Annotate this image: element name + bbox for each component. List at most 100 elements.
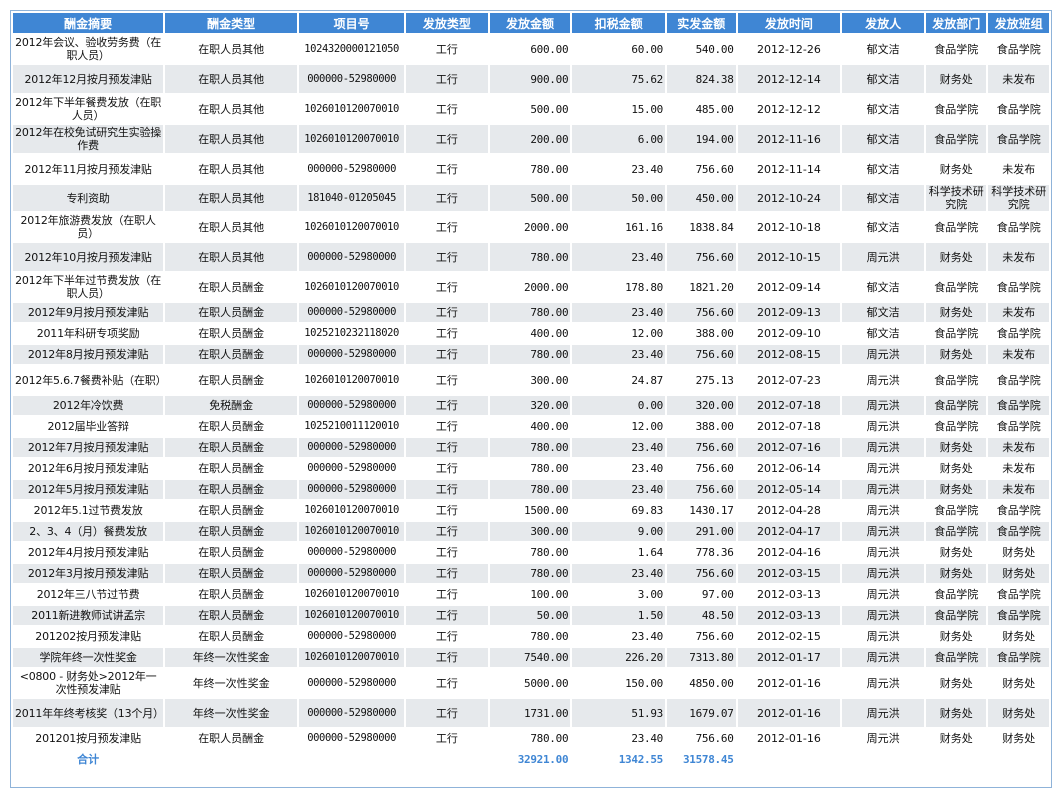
cell-tax: 12.00 [572, 417, 665, 436]
cell-method: 工行 [406, 125, 488, 153]
cell-method: 工行 [406, 243, 488, 271]
cell-project: 1026010120070010 [299, 213, 405, 241]
totals-empty-cell [406, 750, 488, 768]
cell-method: 工行 [406, 345, 488, 364]
cell-dept: 食品学院 [925, 585, 987, 604]
cell-issuer: 郁文洁 [842, 155, 924, 183]
cell-type: 在职人员酬金 [165, 627, 298, 646]
cell-summary: 2012年下半年过节费发放（在职人员） [13, 273, 164, 301]
cell-type: 在职人员其他 [165, 95, 298, 123]
cell-amount: 500.00 [489, 95, 571, 123]
cell-issuer: 周元洪 [842, 438, 924, 457]
cell-group: 食品学院 [988, 606, 1049, 625]
cell-dept: 食品学院 [925, 648, 987, 667]
table-row: 2012年下半年餐费发放（在职人员） 在职人员其他 1026010120070010… [13, 95, 1049, 123]
cell-project: 000000-52980000 [299, 303, 405, 322]
cell-type: 在职人员酬金 [165, 543, 298, 562]
cell-group: 食品学院 [988, 35, 1049, 63]
cell-project: 000000-52980000 [299, 564, 405, 583]
col-group-header: 发放班组 [988, 13, 1049, 33]
cell-summary: 201202按月预发津贴 [13, 627, 164, 646]
cell-tax: 23.40 [572, 627, 665, 646]
cell-date: 2012-01-16 [737, 669, 841, 697]
cell-group: 财务处 [988, 699, 1049, 727]
totals-empty-cell [165, 750, 298, 768]
totals-empty-cell [299, 750, 405, 768]
cell-group: 未发布 [988, 65, 1049, 93]
cell-amount: 900.00 [489, 65, 571, 93]
cell-net: 7313.80 [667, 648, 736, 667]
table-row: 2012年4月按月预发津贴 在职人员酬金 000000-52980000 工行 780.… [13, 543, 1049, 562]
cell-project: 1026010120070010 [299, 648, 405, 667]
table-row: 专利资助 在职人员其他 181040-01205045 工行 500.00 50.00 45… [13, 185, 1049, 211]
cell-tax: 23.40 [572, 480, 665, 499]
cell-type: 年终一次性奖金 [165, 648, 298, 667]
cell-group: 未发布 [988, 345, 1049, 364]
cell-date: 2012-04-16 [737, 543, 841, 562]
cell-project: 000000-52980000 [299, 480, 405, 499]
cell-type: 在职人员其他 [165, 185, 298, 211]
cell-net: 320.00 [667, 396, 736, 415]
cell-group: 未发布 [988, 459, 1049, 478]
cell-tax: 23.40 [572, 459, 665, 478]
cell-type: 在职人员酬金 [165, 480, 298, 499]
cell-net: 756.60 [667, 155, 736, 183]
cell-net: 291.00 [667, 522, 736, 541]
cell-type: 在职人员酬金 [165, 729, 298, 748]
cell-date: 2012-03-13 [737, 606, 841, 625]
cell-issuer: 周元洪 [842, 366, 924, 394]
cell-summary: 2、3、4（月）餐费发放 [13, 522, 164, 541]
cell-issuer: 周元洪 [842, 669, 924, 697]
table-row: 201201按月预发津贴 在职人员酬金 000000-52980000 工行 780.0… [13, 729, 1049, 748]
cell-group: 食品学院 [988, 648, 1049, 667]
cell-amount: 200.00 [489, 125, 571, 153]
cell-project: 1026010120070010 [299, 522, 405, 541]
cell-dept: 财务处 [925, 303, 987, 322]
cell-net: 756.60 [667, 480, 736, 499]
cell-tax: 50.00 [572, 185, 665, 211]
totals-net: 31578.45 [667, 750, 736, 768]
cell-amount: 780.00 [489, 543, 571, 562]
cell-date: 2012-07-18 [737, 417, 841, 436]
table-row: 2012年5.1过节费发放 在职人员酬金 1026010120070010 工行 150… [13, 501, 1049, 520]
cell-date: 2012-01-16 [737, 699, 841, 727]
cell-project: 1026010120070010 [299, 501, 405, 520]
cell-date: 2012-11-16 [737, 125, 841, 153]
cell-summary: 2011年年终考核奖（13个月） [13, 699, 164, 727]
table-row: 2012届毕业答辩 在职人员酬金 1025210011120010 工行 400.00 1… [13, 417, 1049, 436]
col-method-header: 发放类型 [406, 13, 488, 33]
totals-tax: 1342.55 [572, 750, 665, 768]
cell-tax: 12.00 [572, 324, 665, 343]
cell-method: 工行 [406, 95, 488, 123]
cell-summary: 2012年3月按月预发津贴 [13, 564, 164, 583]
cell-dept: 财务处 [925, 699, 987, 727]
cell-amount: 1731.00 [489, 699, 571, 727]
cell-net: 756.60 [667, 564, 736, 583]
cell-date: 2012-04-17 [737, 522, 841, 541]
cell-dept: 财务处 [925, 627, 987, 646]
cell-group: 食品学院 [988, 501, 1049, 520]
cell-group: 未发布 [988, 438, 1049, 457]
table-header-row: 酬金摘要 酬金类型 项目号 发放类型 发放金额 扣税金额 实发金额 发放时间 发… [13, 13, 1049, 33]
cell-issuer: 周元洪 [842, 243, 924, 271]
cell-tax: 226.20 [572, 648, 665, 667]
cell-tax: 15.00 [572, 95, 665, 123]
cell-dept: 科学技术研究院 [925, 185, 987, 211]
cell-summary: 专利资助 [13, 185, 164, 211]
cell-method: 工行 [406, 155, 488, 183]
cell-amount: 2000.00 [489, 273, 571, 301]
cell-tax: 0.00 [572, 396, 665, 415]
cell-type: 在职人员酬金 [165, 606, 298, 625]
cell-method: 工行 [406, 366, 488, 394]
cell-group: 食品学院 [988, 213, 1049, 241]
cell-group: 食品学院 [988, 396, 1049, 415]
cell-method: 工行 [406, 648, 488, 667]
cell-group: 未发布 [988, 303, 1049, 322]
cell-issuer: 周元洪 [842, 345, 924, 364]
cell-date: 2012-01-16 [737, 729, 841, 748]
cell-net: 756.60 [667, 345, 736, 364]
cell-group: 财务处 [988, 627, 1049, 646]
table-row: 2012年9月按月预发津贴 在职人员酬金 000000-52980000 工行 780.… [13, 303, 1049, 322]
totals-row: 合计 32921.00 1342.55 31578.45 [13, 750, 1049, 768]
cell-project: 000000-52980000 [299, 345, 405, 364]
